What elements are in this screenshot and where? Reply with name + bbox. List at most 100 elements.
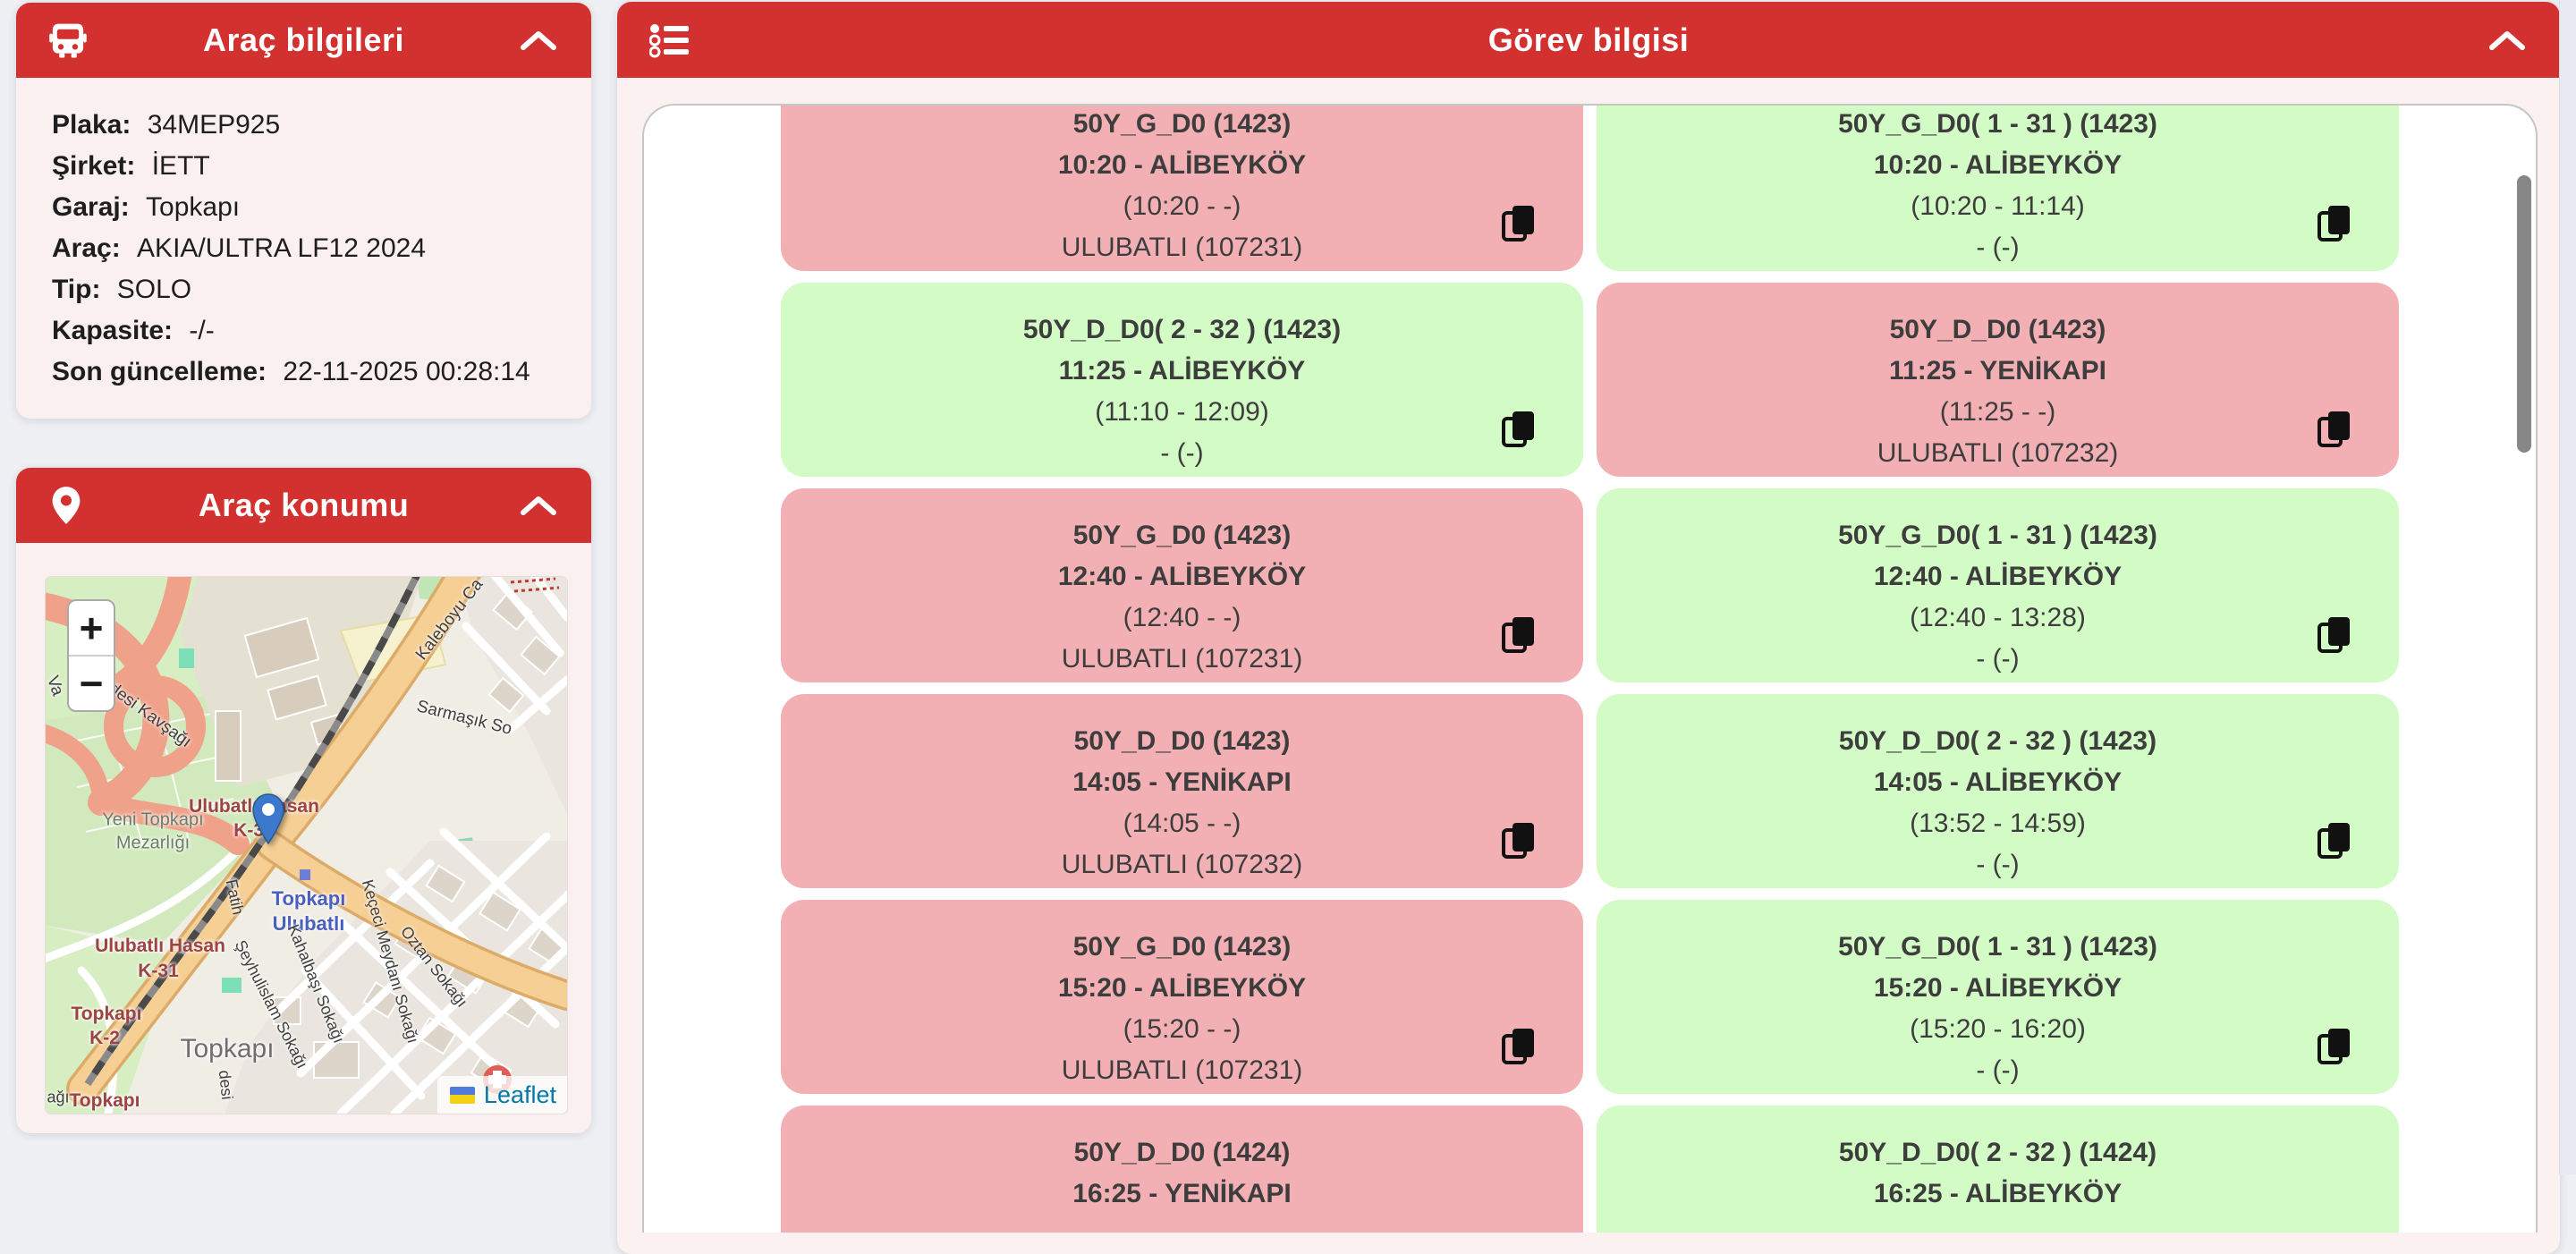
vehicle-info-row: Tip: SOLO	[52, 269, 573, 310]
info-label: Şirket:	[52, 151, 143, 181]
task-card[interactable]: 50Y_D_D0 (1424) 16:25 - YENİKAPI	[781, 1106, 1583, 1233]
info-value: -/-	[189, 316, 215, 345]
chevron-up-icon[interactable]	[2488, 30, 2526, 51]
page-scrollbar-track[interactable]	[2559, 0, 2576, 1174]
map-label: ağı	[47, 1088, 70, 1106]
task-line-route: 50Y_G_D0 (1423)	[1072, 521, 1292, 550]
scrollbar-thumb[interactable]	[2517, 175, 2531, 453]
task-line-time-dest: 11:25 - YENİKAPI	[1889, 356, 2106, 386]
task-line-route: 50Y_D_D0( 2 - 32 ) (1423)	[1838, 726, 2157, 756]
leaflet-link[interactable]: Leaflet	[483, 1080, 556, 1108]
panel-title: Görev bilgisi	[1487, 21, 1690, 58]
task-line-stop: - (-)	[1976, 850, 2020, 879]
task-card[interactable]: 50Y_G_D0( 1 - 31 ) (1423) 10:20 - ALİBEY…	[1597, 106, 2399, 271]
vehicle-info-row: Araç: AKIA/ULTRA LF12 2024	[52, 228, 573, 269]
info-value: 22-11-2025 00:28:14	[283, 357, 530, 386]
task-card[interactable]: 50Y_G_D0( 1 - 31 ) (1423) 12:40 - ALİBEY…	[1597, 488, 2399, 682]
zoom-in-button[interactable]: +	[69, 601, 114, 657]
task-line-window: (10:20 - 11:14)	[1911, 191, 2085, 221]
copy-icon[interactable]	[1501, 410, 1537, 449]
task-line-window: (15:20 - 16:20)	[1910, 1014, 2086, 1044]
map-label: Topkapı	[69, 1090, 140, 1111]
vehicle-marker-icon[interactable]	[252, 793, 284, 845]
list-icon	[649, 21, 691, 59]
info-label: Tip:	[52, 275, 108, 304]
task-line-route: 50Y_G_D0 (1423)	[1072, 932, 1292, 962]
info-label: Plaka:	[52, 110, 139, 140]
task-line-time-dest: 15:20 - ALİBEYKÖY	[1873, 973, 2123, 1003]
info-label: Garaj:	[52, 192, 138, 222]
task-line-stop: ULUBATLI (107231)	[1061, 1055, 1303, 1085]
info-value: 34MEP925	[147, 110, 281, 140]
map-label: Topkapı	[271, 887, 346, 910]
task-line-window: (15:20 - -)	[1123, 1014, 1241, 1044]
map-label: K-2	[89, 1028, 120, 1048]
task-card[interactable]: 50Y_G_D0 (1423) 10:20 - ALİBEYKÖY (10:20…	[781, 106, 1583, 271]
map-pin-icon	[48, 486, 84, 525]
chevron-up-icon[interactable]	[520, 30, 557, 51]
panel-title: Araç bilgileri	[202, 21, 405, 58]
task-line-route: 50Y_D_D0( 2 - 32 ) (1424)	[1838, 1138, 2157, 1167]
copy-icon[interactable]	[2317, 615, 2352, 655]
task-line-time-dest: 12:40 - ALİBEYKÖY	[1057, 562, 1307, 591]
map-label: Yeni Topkapı	[102, 809, 204, 830]
task-card[interactable]: 50Y_D_D0 (1423) 11:25 - YENİKAPI (11:25 …	[1597, 283, 2399, 477]
vehicle-info-header[interactable]: Araç bilgileri	[16, 3, 591, 78]
task-info-header[interactable]: Görev bilgisi	[617, 2, 2560, 78]
task-line-route: 50Y_G_D0( 1 - 31 ) (1423)	[1838, 109, 2157, 139]
task-line-window: (11:10 - 12:09)	[1095, 397, 1269, 427]
task-line-time-dest: 14:05 - YENİKAPI	[1072, 767, 1292, 797]
task-line-time-dest: 14:05 - ALİBEYKÖY	[1873, 767, 2123, 797]
vehicle-info-row: Plaka: 34MEP925	[52, 105, 573, 146]
info-value: İETT	[151, 151, 210, 181]
task-line-stop: - (-)	[1160, 438, 1204, 468]
map-label: Topkapı	[180, 1034, 275, 1063]
copy-icon[interactable]	[2317, 1027, 2352, 1066]
task-line-stop: ULUBATLI (107232)	[1061, 850, 1303, 879]
info-value: Topkapı	[146, 192, 241, 222]
chevron-up-icon[interactable]	[520, 495, 557, 516]
vehicle-location-panel: Araç konumu	[16, 468, 591, 1133]
vehicle-info-row: Garaj: Topkapı	[52, 187, 573, 228]
copy-icon[interactable]	[1501, 204, 1537, 243]
copy-icon[interactable]	[1501, 615, 1537, 655]
task-line-time-dest: 16:25 - YENİKAPI	[1072, 1179, 1292, 1208]
map-zoom-control: + −	[67, 599, 115, 712]
ukraine-flag-icon	[449, 1086, 475, 1104]
bus-icon	[48, 21, 88, 60]
info-label: Kapasite:	[52, 316, 181, 345]
task-card[interactable]: 50Y_D_D0 (1423) 14:05 - YENİKAPI (14:05 …	[781, 694, 1583, 888]
task-cards-container[interactable]: 50Y_G_D0 (1423) 10:20 - ALİBEYKÖY (10:20…	[642, 104, 2538, 1233]
task-line-route: 50Y_G_D0( 1 - 31 ) (1423)	[1838, 521, 2157, 550]
task-card[interactable]: 50Y_G_D0 (1423) 15:20 - ALİBEYKÖY (15:20…	[781, 900, 1583, 1094]
copy-icon[interactable]	[1501, 1027, 1537, 1066]
task-card[interactable]: 50Y_D_D0( 2 - 32 ) (1423) 14:05 - ALİBEY…	[1597, 694, 2399, 888]
vehicle-location-header[interactable]: Araç konumu	[16, 468, 591, 543]
copy-icon[interactable]	[1501, 821, 1537, 860]
zoom-out-button[interactable]: −	[79, 660, 104, 707]
task-line-route: 50Y_G_D0( 1 - 31 ) (1423)	[1838, 932, 2157, 962]
task-line-time-dest: 16:25 - ALİBEYKÖY	[1873, 1179, 2123, 1208]
task-line-window: (12:40 - 13:28)	[1910, 603, 2086, 632]
task-card[interactable]: 50Y_G_D0( 1 - 31 ) (1423) 15:20 - ALİBEY…	[1597, 900, 2399, 1094]
task-line-window: (13:52 - 14:59)	[1910, 809, 2086, 838]
task-line-stop: ULUBATLI (107231)	[1061, 644, 1303, 674]
task-card[interactable]: 50Y_G_D0 (1423) 12:40 - ALİBEYKÖY (12:40…	[781, 488, 1583, 682]
vehicle-info-panel: Araç bilgileri Plaka: 34MEP925 Şirket: İ…	[16, 3, 591, 419]
copy-icon[interactable]	[2317, 821, 2352, 860]
map-label: Topkapı	[71, 1004, 142, 1024]
copy-icon[interactable]	[2317, 204, 2352, 243]
map[interactable]: Yeni Topkapı Mezarlığı Ulubatlı Hasan K-31 T…	[46, 577, 567, 1114]
vehicle-info-row: Kapasite: -/-	[52, 310, 573, 352]
task-line-time-dest: 15:20 - ALİBEYKÖY	[1057, 973, 1307, 1003]
task-card[interactable]: 50Y_D_D0( 2 - 32 ) (1424) 16:25 - ALİBEY…	[1597, 1106, 2399, 1233]
task-line-window: (10:20 - -)	[1123, 191, 1241, 221]
map-label: Ulubatlı Hasan	[95, 936, 225, 956]
task-line-window: (11:25 - -)	[1939, 397, 2056, 427]
copy-icon[interactable]	[2317, 410, 2352, 449]
vehicle-info-body: Plaka: 34MEP925 Şirket: İETT Garaj: Topk…	[16, 78, 591, 411]
task-info-panel: Görev bilgisi 50Y_G_D0 (1423) 10:20 - AL…	[617, 2, 2560, 1254]
info-label: Araç:	[52, 233, 129, 263]
task-card[interactable]: 50Y_D_D0( 2 - 32 ) (1423) 11:25 - ALİBEY…	[781, 283, 1583, 477]
task-line-stop: ULUBATLI (107232)	[1877, 438, 2119, 468]
